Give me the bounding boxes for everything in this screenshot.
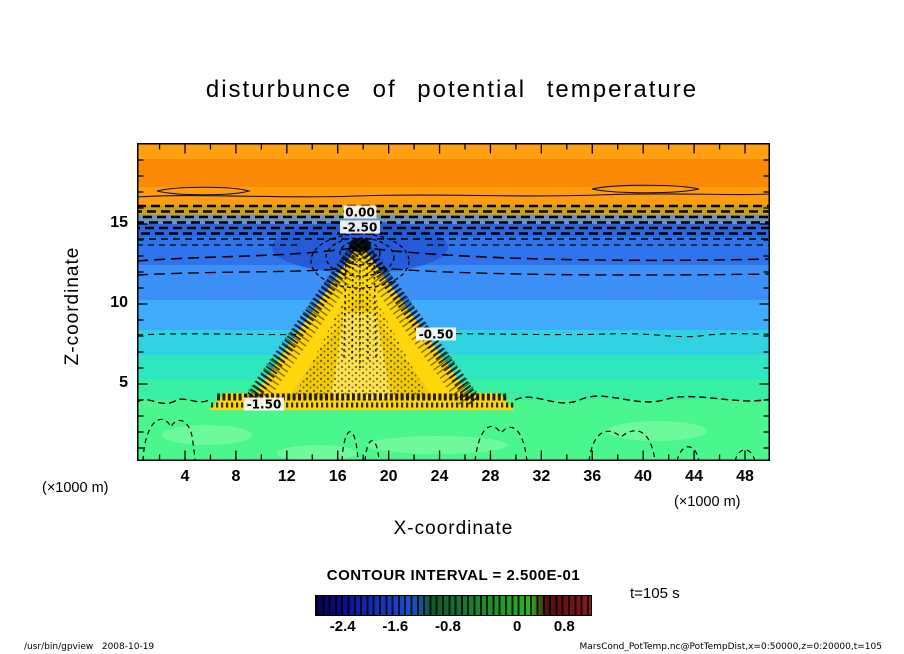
x-axis-tick-label: 12 xyxy=(277,468,296,485)
x-axis-tick-label: 48 xyxy=(736,468,754,485)
colorbar-tick-label: 0 xyxy=(513,618,522,635)
plot-frame xyxy=(137,143,770,461)
green-mottle-patches xyxy=(162,421,707,461)
x-axis-label: X-coordinate xyxy=(393,518,514,539)
x-axis-tick-label: 24 xyxy=(430,468,449,485)
contour-plot: 0.00-2.50 -1.50 -0.50 xyxy=(136,143,771,462)
x-axis-tick-label: 16 xyxy=(328,468,347,485)
contour-band xyxy=(137,265,770,300)
contour-value-label: -0.50 xyxy=(419,328,454,342)
z-axis-tick-label: 5 xyxy=(119,374,128,391)
footer-source-file: MarsCond_PotTemp.nc@PotTempDist,x=0:5000… xyxy=(579,642,882,652)
colorbar-tick-label: -0.8 xyxy=(435,618,461,635)
x-axis-tick-label: 8 xyxy=(231,468,241,485)
dashed-contours-blue-region xyxy=(136,246,771,338)
plot-title: disturbunce of potential temperature xyxy=(205,76,699,103)
z-axis-tick-label: 15 xyxy=(110,214,128,231)
x-axis-tick-label: 20 xyxy=(379,468,398,485)
x-axis-unit-left: (×1000 m) xyxy=(42,480,109,496)
contour-value-label: 0.00 xyxy=(345,206,375,220)
footer-command-line: /usr/bin/gpview 2008-10-19 xyxy=(24,642,155,652)
x-axis-tick-label: 40 xyxy=(634,468,653,485)
dense-dashed-contour-band xyxy=(137,204,770,246)
dashed-contours-green-region xyxy=(136,395,771,462)
contour-label-background xyxy=(343,205,377,219)
mountain-speckle-overlay xyxy=(295,269,427,395)
contour-label-background xyxy=(340,220,380,234)
plot-area: 0.00 -2.50 -1.50 -0.50 xyxy=(136,143,771,462)
solid-contour-lines xyxy=(136,184,771,198)
x-axis-tick-label: 28 xyxy=(481,468,500,485)
contour-value-label: -1.50 xyxy=(247,398,282,412)
contour-value-labels: 0.00-2.50 -1.50 -0.50 xyxy=(244,205,456,412)
time-label: t=105 s xyxy=(630,585,680,602)
contour-label-background xyxy=(244,397,284,411)
colorbar-tick-label: 0.8 xyxy=(553,618,575,635)
x-axis-tick-label: 4 xyxy=(180,468,190,485)
contour-band xyxy=(137,224,770,237)
contour-interval-note: CONTOUR INTERVAL = 2.500E-01 xyxy=(326,567,581,584)
contour-band xyxy=(137,300,770,330)
contour-band xyxy=(137,205,770,215)
colorbar-tick-label: -1.6 xyxy=(382,618,409,635)
contour-band xyxy=(137,215,770,224)
contour-band xyxy=(137,159,770,187)
z-axis-tick-label: 10 xyxy=(110,294,128,311)
contour-band xyxy=(137,237,770,265)
contour-band xyxy=(137,143,770,159)
apex-dark-core xyxy=(349,238,371,252)
apex-dashed-contour-rings xyxy=(310,233,410,289)
contour-value-label: -2.50 xyxy=(343,221,378,235)
axis-tick-marks xyxy=(138,144,769,460)
colorbar xyxy=(315,595,592,616)
x-axis-tick-label: 36 xyxy=(583,468,602,485)
colorbar-tick-labels: -2.4 -1.6 -0.8 0 0.8 xyxy=(315,618,592,636)
contour-label-background xyxy=(416,327,456,341)
colorbar-tick-label: -2.4 xyxy=(329,618,356,635)
mountain-vertical-dotted-contours xyxy=(343,246,377,368)
z-axis-label: Z-coordinate xyxy=(62,246,83,366)
filled-contour-bands xyxy=(137,143,770,461)
x-axis-tick-label: 32 xyxy=(532,468,551,485)
x-axis-unit-right: (×1000 m) xyxy=(674,494,741,510)
x-axis-tick-label: 44 xyxy=(685,468,703,485)
